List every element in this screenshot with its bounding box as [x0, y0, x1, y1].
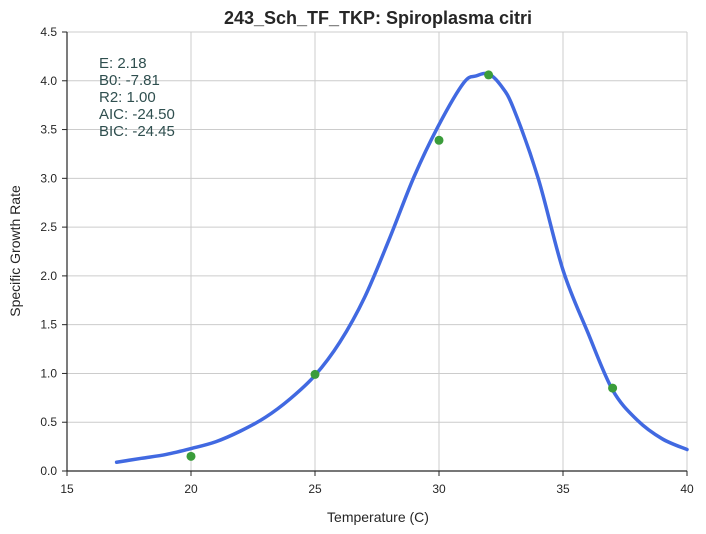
y-axis-label: Specific Growth Rate [7, 185, 23, 317]
y-tick-label: 1.0 [40, 366, 57, 380]
y-tick-label: 2.5 [40, 220, 57, 234]
y-tick-label: 3.0 [40, 171, 57, 185]
annotation-aic: AIC: -24.50 [99, 106, 175, 123]
y-tick-label: 0.0 [40, 464, 57, 478]
data-point [186, 451, 196, 461]
y-tick-label: 3.5 [40, 123, 57, 137]
x-axis-label: Temperature (C) [327, 509, 429, 525]
chart-title: 243_Sch_TF_TKP: Spiroplasma citri [224, 8, 532, 28]
data-point [434, 135, 444, 145]
y-tick-label: 4.0 [40, 74, 57, 88]
fit-statistics: E: 2.18 B0: -7.81 R2: 1.00 AIC: -24.50 B… [99, 55, 175, 140]
series [114, 70, 689, 464]
y-tick-label: 0.5 [40, 415, 57, 429]
data-point [484, 70, 494, 80]
y-tick-label: 2.0 [40, 269, 57, 283]
y-tick-label: 4.5 [40, 25, 57, 39]
y-tick-label: 1.5 [40, 318, 57, 332]
x-tick-label: 15 [60, 482, 74, 496]
data-point [310, 369, 320, 379]
data-point [608, 383, 618, 393]
x-tick-label: 25 [308, 482, 322, 496]
axes [66, 32, 687, 472]
x-tick-label: 30 [432, 482, 446, 496]
grid-lines [67, 31, 688, 471]
annotation-b0: B0: -7.81 [99, 72, 160, 89]
annotation-bic: BIC: -24.45 [99, 123, 175, 140]
tick-labels: 15 20 25 30 35 40 0.0 0.5 1.0 1.5 2.0 2.5 3.0 3.5 4.0 4… [40, 25, 694, 496]
x-tick-label: 40 [680, 482, 694, 496]
annotation-r2: R2: 1.00 [99, 89, 156, 106]
x-tick-label: 20 [184, 482, 198, 496]
fit-curve [114, 71, 689, 464]
annotation-e: E: 2.18 [99, 55, 147, 72]
x-tick-label: 35 [556, 482, 570, 496]
